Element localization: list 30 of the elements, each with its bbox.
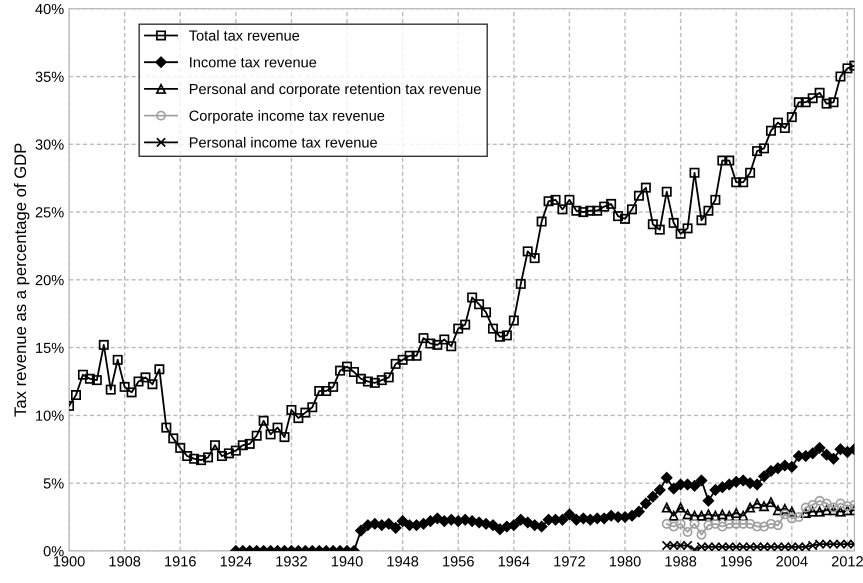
y-axis-title: Tax revenue as a percentage of GDP <box>14 144 30 417</box>
legend-label: Personal income tax revenue <box>190 136 377 148</box>
legend-label: Total tax revenue <box>189 30 300 41</box>
legend-label: Corporate income tax revenue <box>189 110 384 124</box>
y-tick-label: 0% <box>44 546 64 556</box>
y-tick-label: 30% <box>36 139 64 150</box>
y-tick-label: 40% <box>35 4 64 14</box>
x-tick-label: 1900 <box>54 556 85 567</box>
x-tick-label: 1916 <box>165 556 196 567</box>
x-tick-label: 1932 <box>276 556 307 567</box>
x-tick-label: 1996 <box>721 556 752 567</box>
legend-label: Personal and corporate retention tax revenue <box>190 83 481 98</box>
y-tick-label: 25% <box>36 207 64 218</box>
y-tick-label: 5% <box>44 478 64 489</box>
x-tick-label: 1948 <box>388 556 418 567</box>
y-tick-label: 20% <box>36 274 64 286</box>
x-tick-label: 1908 <box>110 556 140 567</box>
x-tick-label: 1972 <box>554 556 585 567</box>
x-tick-label: 2004 <box>776 556 808 567</box>
x-tick-label: 1988 <box>666 556 696 567</box>
y-tick-label: 15% <box>36 342 64 354</box>
x-tick-label: 2012 <box>832 556 863 567</box>
legend-label: Income tax revenue <box>190 57 316 68</box>
x-tick-label: 1940 <box>332 556 363 567</box>
x-tick-label: 1924 <box>220 556 252 567</box>
x-tick-label: 1980 <box>610 556 641 567</box>
y-tick-label: 10% <box>36 410 64 421</box>
x-tick-label: 1956 <box>443 556 474 567</box>
y-tick-label: 35% <box>36 72 64 82</box>
x-tick-label: 1964 <box>498 556 530 567</box>
